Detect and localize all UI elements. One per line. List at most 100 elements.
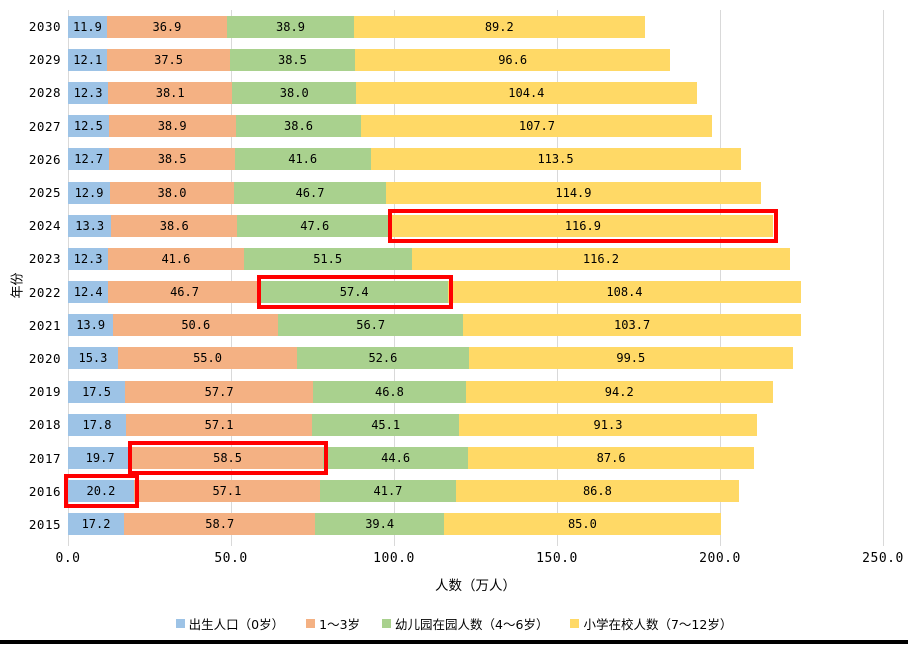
year-label-2019: 2019 [28,384,61,400]
bar-segment-2024-series0[interactable]: 13.3 [68,214,112,237]
bar-segment-2015-series3[interactable]: 85.0 [443,513,721,536]
bar-segment-2020-series2[interactable]: 52.6 [297,347,469,370]
bar-segment-2029-series1[interactable]: 37.5 [107,48,230,71]
bar-segment-2021-series2[interactable]: 56.7 [278,314,464,337]
bar-segment-2015-series1[interactable]: 58.7 [124,513,316,536]
bar-segment-2019-series3[interactable]: 94.2 [465,380,773,403]
bar-segment-2024-series1[interactable]: 38.6 [111,214,238,237]
bar-segment-2030-series2[interactable]: 38.9 [227,15,354,38]
legend-label: 出生人口（0岁） [188,617,285,632]
bar-segment-2028-series2[interactable]: 38.0 [232,81,357,104]
bar-row-2015: 2015 17.2 58.7 39.4 85.0 [0,508,883,541]
bar-segment-2016-series3[interactable]: 86.8 [455,480,739,503]
bar-segment-2015-series2[interactable]: 39.4 [315,513,444,536]
bar-segment-2021-series3[interactable]: 103.7 [463,314,802,337]
bar-segment-2028-series3[interactable]: 104.4 [356,81,697,104]
bar-segment-2021-series0[interactable]: 13.9 [68,314,114,337]
bar-track-2025: 12.9 38.0 46.7 114.9 [68,176,883,209]
bar-row-2020: 2020 15.3 55.0 52.6 99.5 [0,342,883,375]
bar-segment-2022-series3[interactable]: 108.4 [447,281,802,304]
bar-row-2024: 2024 13.3 38.6 47.6 116.9 [0,208,883,243]
bar-segment-2025-series3[interactable]: 114.9 [386,181,761,204]
bar-segment-2018-series0[interactable]: 17.8 [68,413,127,436]
bar-segment-2018-series2[interactable]: 45.1 [312,413,460,436]
chart-legend: 出生人口（0岁） 1～3岁 幼儿园在园人数（4～6岁） 小学在校人数（7～12岁） [0,614,908,633]
bar-segment-2023-series0[interactable]: 12.3 [68,247,109,270]
bar-segment-2017-series0[interactable]: 19.7 [68,447,133,470]
bar-track-2023: 12.3 41.6 51.5 116.2 [68,242,883,275]
bar-segment-2020-series0[interactable]: 15.3 [68,347,118,370]
bar-segment-2025-series2[interactable]: 46.7 [233,181,387,204]
bar-segment-2028-series1[interactable]: 38.1 [108,81,233,104]
bar-segment-2026-series1[interactable]: 38.5 [109,148,235,171]
gridline [67,10,69,546]
x-tick-label: 100.0 [373,551,415,566]
year-label-2025: 2025 [28,185,61,201]
legend-label: 小学在校人数（7～12岁） [583,617,733,632]
bar-segment-2017-series2[interactable]: 44.6 [322,447,469,470]
bar-segment-2026-series0[interactable]: 12.7 [68,148,110,171]
x-tick-label: 50.0 [214,551,248,566]
legend-item-1[interactable]: 1～3岁 [306,614,360,633]
bar-row-2018: 2018 17.8 57.1 45.1 91.3 [0,408,883,441]
bar-segment-2020-series3[interactable]: 99.5 [468,347,793,370]
bar-segment-2029-series2[interactable]: 38.5 [229,48,356,71]
bar-segment-2017-series1[interactable]: 58.5 [132,447,323,470]
bar-segment-2028-series0[interactable]: 12.3 [68,81,109,104]
bar-segment-2023-series3[interactable]: 116.2 [411,247,791,270]
bar-segment-2019-series0[interactable]: 17.5 [68,380,126,403]
bar-segment-2027-series1[interactable]: 38.9 [108,115,236,138]
bar-segment-2026-series3[interactable]: 113.5 [370,148,741,171]
bar-segment-2022-series1[interactable]: 46.7 [108,281,261,304]
bar-segment-2025-series0[interactable]: 12.9 [68,181,111,204]
legend-item-0[interactable]: 出生人口（0岁） [175,614,285,633]
year-label-2016: 2016 [28,483,61,499]
x-tick-label: 200.0 [699,551,741,566]
bar-segment-2023-series1[interactable]: 41.6 [108,247,244,270]
bar-segment-2026-series2[interactable]: 41.6 [234,148,371,171]
bar-track-2020: 15.3 55.0 52.6 99.5 [68,342,883,375]
bar-track-2028: 12.3 38.1 38.0 104.4 [68,76,883,109]
bar-track-2026: 12.7 38.5 41.6 113.5 [68,143,883,176]
bar-segment-2018-series1[interactable]: 57.1 [126,413,313,436]
bar-segment-2027-series3[interactable]: 107.7 [361,115,713,138]
bar-segment-2017-series3[interactable]: 87.6 [468,447,754,470]
x-axis-title: 人数（万人） [435,578,516,594]
bar-segment-2029-series3[interactable]: 96.6 [355,48,671,71]
bar-row-2016: 2016 20.2 57.1 41.7 86.8 [0,474,883,509]
bar-segment-2019-series1[interactable]: 57.7 [125,380,314,403]
bar-row-2030: 2030 11.9 36.9 38.9 89.2 [0,10,883,43]
legend-item-3[interactable]: 小学在校人数（7～12岁） [570,614,732,633]
bar-segment-2016-series2[interactable]: 41.7 [319,480,456,503]
bar-segment-2030-series3[interactable]: 89.2 [353,15,645,38]
bar-segment-2020-series1[interactable]: 55.0 [117,347,298,370]
bar-segment-2022-series2[interactable]: 57.4 [260,281,448,304]
x-axis-ticks: 0.0 50.0 100.0 150.0 200.0 250.0 [0,551,908,567]
bar-track-2015: 17.2 58.7 39.4 85.0 [68,508,883,541]
bar-segment-2022-series0[interactable]: 12.4 [68,281,109,304]
bar-segment-2025-series1[interactable]: 38.0 [110,181,234,204]
bar-segment-2016-series0[interactable]: 20.2 [68,480,134,503]
bar-segment-2027-series2[interactable]: 38.6 [235,115,362,138]
bar-segment-2027-series0[interactable]: 12.5 [68,115,109,138]
legend-marker-icon [570,619,580,628]
bar-segment-2016-series1[interactable]: 57.1 [133,480,320,503]
legend-marker-icon [306,619,316,628]
bar-segment-2030-series1[interactable]: 36.9 [106,15,228,38]
bar-segment-2029-series0[interactable]: 12.1 [68,48,108,71]
bar-segment-2021-series1[interactable]: 50.6 [113,314,279,337]
bar-row-2027: 2027 12.5 38.9 38.6 107.7 [0,110,883,143]
bar-segment-2030-series0[interactable]: 11.9 [68,15,107,38]
bar-segment-2024-series3[interactable]: 116.9 [392,214,774,237]
bar-track-2021: 13.9 50.6 56.7 103.7 [68,309,883,342]
bar-segment-2015-series0[interactable]: 17.2 [68,513,125,536]
legend-item-2[interactable]: 幼儿园在园人数（4～6岁） [382,614,548,633]
bar-segment-2019-series2[interactable]: 46.8 [313,380,466,403]
bar-segment-2023-series2[interactable]: 51.5 [243,247,412,270]
legend-marker-icon [175,619,185,628]
bar-track-2018: 17.8 57.1 45.1 91.3 [68,408,883,441]
year-label-2020: 2020 [28,350,61,366]
bar-row-2017: 2017 19.7 58.5 44.6 87.6 [0,441,883,476]
bar-segment-2018-series3[interactable]: 91.3 [459,413,757,436]
bar-segment-2024-series2[interactable]: 47.6 [237,214,393,237]
